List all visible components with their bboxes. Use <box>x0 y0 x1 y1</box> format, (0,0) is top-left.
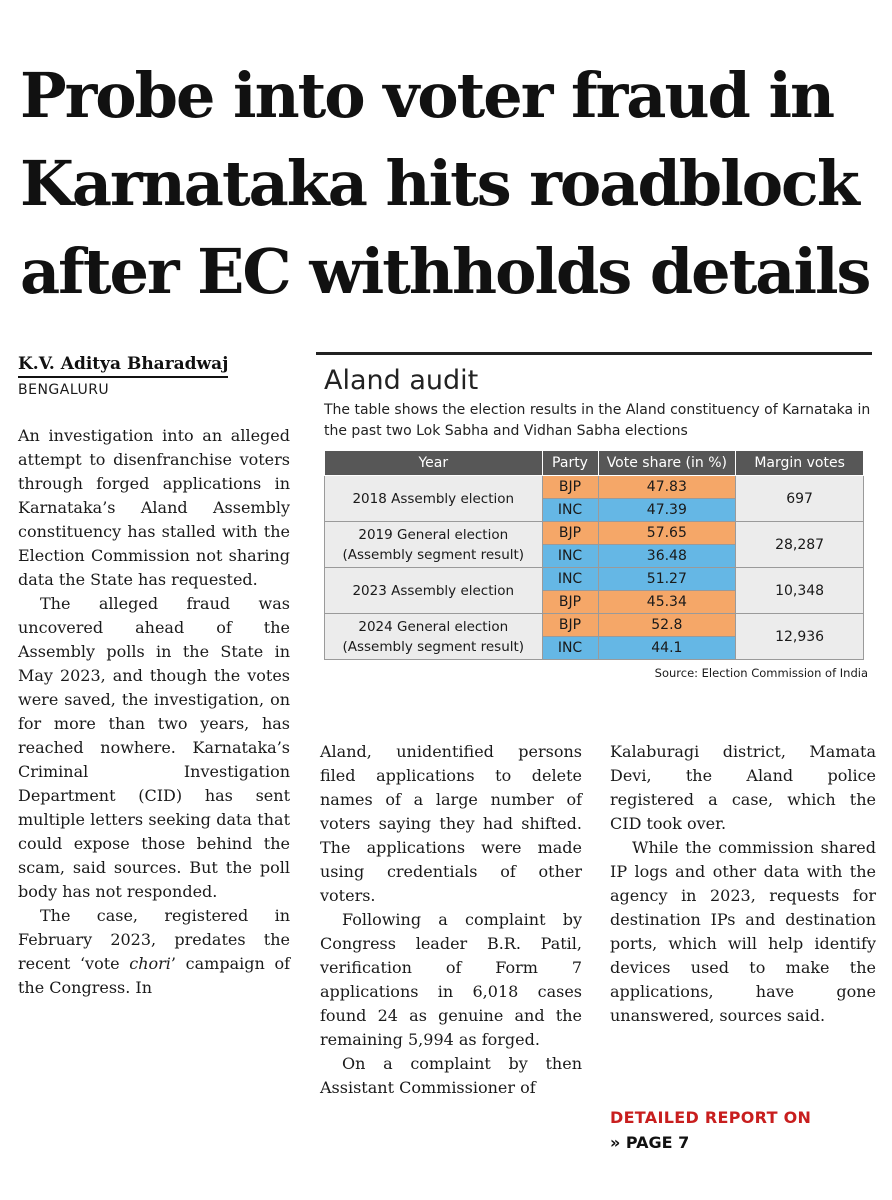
table-row: INC 44.1 <box>325 636 864 660</box>
header-vote-share: Vote share (in %) <box>597 450 737 476</box>
party-cell: INC <box>541 567 599 591</box>
source-note: Source: Election Commission of India <box>654 666 868 680</box>
header-year: Year <box>324 450 543 476</box>
year-label-line: (Assembly segment result) <box>342 546 525 563</box>
table-row: 2024 General election (Assembly segment r… <box>324 613 864 660</box>
table-header-row: Year Party Vote share (in %) Margin vote… <box>324 450 864 476</box>
headline-line-2: Karnataka hits roadblock <box>20 147 860 220</box>
paragraph: The alleged fraud was uncovered ahead of… <box>18 594 290 901</box>
table-row: 2019 General election (Assembly segment r… <box>324 521 864 568</box>
vote-share-cell: 47.83 <box>597 475 737 499</box>
vote-share-cell: 51.27 <box>597 567 737 591</box>
party-cell: BJP <box>541 475 599 499</box>
infobox-subtitle: The table shows the election results in … <box>324 402 871 439</box>
margin-cell: 697 <box>735 475 864 522</box>
party-cell: BJP <box>541 521 599 545</box>
headline: Probe into voter fraud in Karnataka hits… <box>20 52 880 316</box>
infobox-title: Aland audit <box>324 365 479 396</box>
byline: K.V. Aditya Bharadwaj BENGALURU <box>18 354 288 398</box>
vote-share-cell: 57.65 <box>597 521 737 545</box>
paragraph: On a complaint by then Assistant Commiss… <box>320 1054 582 1097</box>
paragraph: Aland, unidentified persons filed applic… <box>320 742 582 905</box>
aland-audit-infobox: Aland audit The table shows the election… <box>316 352 872 680</box>
year-cell: 2019 General election (Assembly segment r… <box>324 521 543 568</box>
author-name: K.V. Aditya Bharadwaj <box>18 354 229 378</box>
text-run: The case, registered in February 2023, p… <box>18 906 290 973</box>
vote-share-cell: 44.1 <box>597 636 737 660</box>
article-column-1: An investigation into an alleged attempt… <box>18 424 290 1000</box>
paragraph: Following a complaint by Congress leader… <box>320 910 582 1049</box>
table-row: INC 36.48 <box>325 544 864 568</box>
year-label-line: 2024 General election <box>358 618 509 635</box>
year-cell: 2018 Assembly election <box>324 475 543 522</box>
page-reference: » PAGE 7 <box>610 1133 690 1152</box>
article-column-3: Kalaburagi district, Mamata Devi, the Al… <box>610 740 876 1028</box>
election-results-table: Year Party Vote share (in %) Margin vote… <box>324 450 864 660</box>
year-label-line: 2019 General election <box>358 526 509 543</box>
party-cell: BJP <box>541 613 599 637</box>
emphasis-text: chori <box>129 954 171 973</box>
table-body: 2018 Assembly election BJP 47.83 697 INC 47.3… <box>324 475 864 660</box>
year-label-line: (Assembly segment result) <box>342 638 525 655</box>
article-column-2: Aland, unidentified persons filed applic… <box>320 740 582 1100</box>
continued-reference[interactable]: DETAILED REPORT ON » PAGE 7 <box>610 1108 811 1152</box>
party-cell: INC <box>541 498 599 522</box>
vote-share-cell: 47.39 <box>597 498 737 522</box>
paragraph: The case, registered in February 2023, p… <box>18 904 290 1000</box>
year-label-line: 2023 Assembly election <box>352 582 515 599</box>
vote-share-cell: 45.34 <box>597 590 737 614</box>
table-row: 2018 Assembly election BJP 47.83 697 <box>324 475 864 522</box>
header-margin: Margin votes <box>735 450 864 476</box>
party-cell: INC <box>541 544 599 568</box>
detailed-report-label: DETAILED REPORT ON <box>610 1108 812 1127</box>
year-cell: 2024 General election (Assembly segment r… <box>324 613 543 660</box>
paragraph: An investigation into an alleged attempt… <box>18 426 290 589</box>
year-cell: 2023 Assembly election <box>324 567 543 614</box>
vote-share-cell: 52.8 <box>597 613 737 637</box>
headline-line-3: after EC withholds details <box>20 235 871 308</box>
header-party: Party <box>541 450 599 476</box>
year-label-line: 2018 Assembly election <box>352 490 515 507</box>
headline-line-1: Probe into voter fraud in <box>20 59 835 132</box>
table-row: BJP 45.34 <box>325 590 864 614</box>
margin-cell: 12,936 <box>735 613 864 660</box>
vote-share-cell: 36.48 <box>597 544 737 568</box>
table-row: 2023 Assembly election INC 51.27 10,348 <box>324 567 864 614</box>
paragraph: Kalaburagi district, Mamata Devi, the Al… <box>610 742 876 833</box>
party-cell: BJP <box>541 590 599 614</box>
margin-cell: 28,287 <box>735 521 864 568</box>
paragraph: While the commission shared IP logs and … <box>610 838 876 1025</box>
box-top-rule <box>316 352 872 355</box>
dateline: BENGALURU <box>18 382 110 398</box>
party-cell: INC <box>541 636 599 660</box>
table-row: INC 47.39 <box>325 498 864 522</box>
text-run: ’ campaign of the Congress. In <box>18 954 290 997</box>
margin-cell: 10,348 <box>735 567 864 614</box>
